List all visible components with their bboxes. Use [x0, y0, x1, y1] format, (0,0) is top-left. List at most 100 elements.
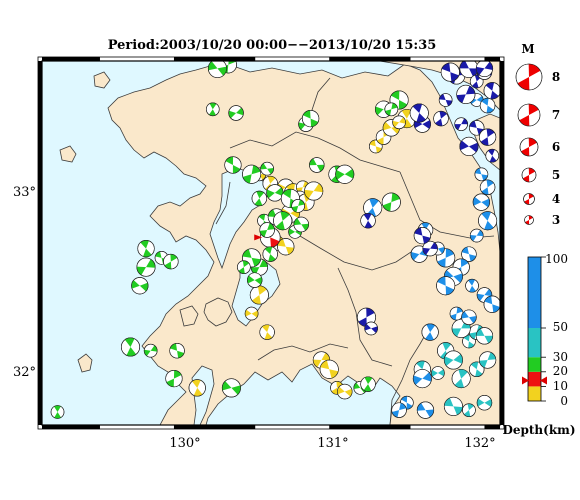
quake-marker-mid-green [262, 246, 278, 262]
quake-marker-mid-green [266, 184, 284, 202]
frame-bar-bottom [329, 425, 411, 429]
magnitude-label-5: 5 [552, 168, 560, 182]
quake-marker-mid-green [205, 102, 220, 117]
quake-marker-mid-green [120, 337, 140, 357]
frame-bar-top [329, 57, 411, 61]
lat-label-32: 32° [13, 365, 36, 380]
quake-marker-mid-green [169, 343, 185, 359]
magnitude-label-4: 4 [552, 192, 560, 206]
magnitude-symbol-6 [519, 137, 539, 157]
goto-islands [59, 145, 77, 163]
quake-marker-deep-blue [412, 369, 432, 389]
longitude-labels: 130° 131° 132° [169, 436, 495, 451]
quake-marker-deep-cyan [462, 403, 476, 417]
quake-marker-very-deep-navy [360, 213, 376, 229]
frame-bar-bottom [484, 425, 500, 429]
quake-marker-deep-blue [436, 276, 456, 296]
quake-marker-very-deep-navy [456, 84, 476, 104]
depth-colorbar: 100 50 30 20 10 0 Depth(km) [502, 252, 575, 437]
quake-marker-very-deep-navy [438, 93, 453, 107]
quake-marker-very-deep-navy [483, 82, 500, 100]
map-area [42, 61, 500, 425]
quake-marker-deep-cyan [431, 366, 445, 380]
magnitude-label-8: 8 [552, 70, 560, 84]
quake-marker-deep-blue [469, 228, 484, 243]
quake-marker-deep-blue [416, 401, 435, 419]
quake-marker-mid-green [335, 164, 355, 184]
depth-segment [528, 357, 541, 372]
frame-bar-right [500, 61, 504, 280]
frame-bar-top [42, 57, 100, 61]
magnitude-legend: M 8 7 6 5 4 3 [515, 42, 560, 227]
map-frame-ticks [37, 56, 505, 430]
frame-bar-left [38, 61, 42, 280]
quake-marker-deep-cyan [451, 369, 471, 389]
quake-marker-mid-green [246, 272, 263, 288]
quake-marker-shallow-yellow [337, 383, 353, 400]
depth-colorbar-frame [527, 256, 542, 402]
quake-marker-deep-cyan [475, 327, 494, 345]
quake-marker-mid-green [384, 102, 399, 117]
quake-marker-deep-cyan [469, 361, 485, 377]
quake-marker-very-deep-navy [409, 103, 429, 123]
quake-marker-very-deep-navy [475, 61, 494, 78]
frame-bar-top [484, 57, 500, 61]
quake-marker-shallow-yellow [277, 238, 295, 256]
frame-bar-top [173, 57, 256, 61]
magnitude-symbol-7 [517, 103, 541, 127]
quake-marker-mid-green [136, 257, 156, 277]
quake-marker-mid-green [293, 216, 309, 233]
quake-marker-very-deep-navy [422, 240, 438, 257]
quake-marker-mid-green [224, 156, 242, 174]
quake-marker-deep-blue [483, 295, 500, 313]
quake-marker-deep-blue [461, 246, 477, 262]
quake-marker-deep-blue [449, 306, 464, 321]
depth-tick-20: 20 [553, 364, 568, 378]
depth-colorbar-ticks [541, 256, 546, 402]
quake-marker-deep-blue [391, 402, 407, 418]
quake-marker-very-deep-navy [478, 128, 497, 146]
magnitude-symbol-3 [524, 215, 534, 225]
amakusa-islands-2 [179, 305, 199, 327]
frame-bar-bottom [173, 425, 256, 429]
koshiki-islands [77, 353, 93, 373]
quake-marker-mid-green [143, 343, 158, 358]
quake-marker-mid-green [237, 260, 251, 274]
quake-marker-shallow-yellow [368, 139, 383, 154]
quake-marker-mid-green [259, 222, 275, 238]
magnitude-label-3: 3 [552, 213, 560, 227]
frame-bar-left [38, 183, 42, 425]
quake-marker-deep-cyan [443, 396, 463, 416]
frame-bar-bottom [42, 425, 100, 429]
mainshock-arrow-icon [254, 234, 263, 241]
depth-segment [528, 257, 541, 328]
quake-marker-deep-cyan [476, 395, 493, 411]
quake-marker-very-deep-navy [454, 117, 468, 131]
depth-segment [528, 371, 541, 387]
lon-label-132: 132° [464, 436, 495, 451]
depth-colorbar-label: Depth(km) [502, 423, 575, 437]
quake-marker-shallow-yellow [319, 359, 339, 379]
quake-marker-deep-blue [461, 309, 477, 325]
magnitude-label-7: 7 [552, 108, 560, 122]
quake-marker-mid-green [221, 378, 241, 398]
depth-tick-100: 100 [545, 252, 568, 266]
depth-segment [528, 328, 541, 358]
quake-marker-very-deep-navy [413, 226, 431, 245]
depth-segment [528, 386, 541, 401]
magnitude-symbol-8 [515, 63, 543, 91]
quake-marker-mid-green [137, 239, 155, 258]
frame-outer [37, 56, 505, 430]
quake-marker-very-deep-navy [459, 136, 479, 156]
quake-marker-deep-blue [421, 323, 439, 341]
quake-marker-mid-green [251, 190, 268, 207]
quake-marker-mid-green [50, 405, 65, 419]
quake-marker-deep-blue [478, 211, 498, 231]
iki-island [93, 71, 111, 89]
quake-marker-shallow-yellow [392, 115, 406, 130]
quake-marker-very-deep-navy [485, 148, 500, 163]
quake-marker-mid-green [207, 61, 227, 78]
depth-tick-0: 0 [560, 394, 568, 408]
quake-marker-very-deep-navy [433, 110, 449, 127]
